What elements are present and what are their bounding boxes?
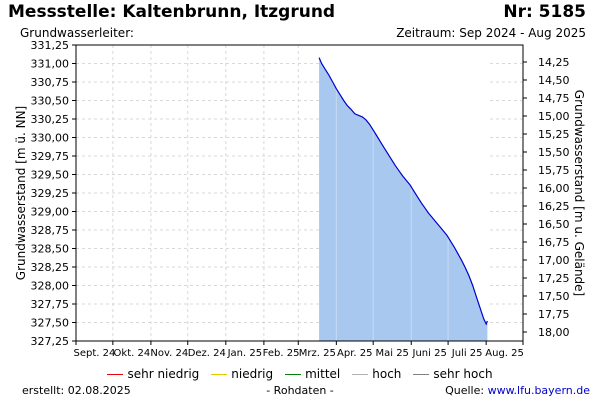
y2-tick-label: 18,00 [538, 326, 570, 339]
y-tick-label: 328,50 [31, 243, 70, 256]
legend-item: sehr niedrig [107, 366, 199, 382]
x-tick-label: Juni 25 [412, 348, 447, 359]
y-tick-label: 329,00 [31, 206, 70, 219]
aquifer-label: Grundwasserleiter: [20, 26, 134, 40]
legend-label: hoch [372, 367, 402, 381]
plot-frame [75, 44, 524, 342]
x-tick-label: Okt. 24 [114, 348, 151, 359]
y2-tick-label: 14,75 [538, 92, 570, 105]
legend-swatch [413, 373, 430, 375]
y-tick-label: 330,25 [31, 113, 70, 126]
y2-tick-label: 15,00 [538, 110, 570, 123]
y-tick-label: 329,25 [31, 187, 70, 200]
raw-data-note: - Rohdaten - [266, 384, 334, 397]
created-info: erstellt: 02.08.2025 [22, 384, 131, 397]
source-label: Quelle: [445, 384, 485, 397]
legend-item: sehr hoch [413, 366, 493, 382]
y-tick-label: 328,25 [31, 261, 70, 274]
y2-tick-label: 16,50 [538, 218, 570, 231]
legend: sehr niedrig niedrig mittel hoch sehr hoch [0, 366, 600, 382]
x-tick-label: Juli 25 [451, 348, 483, 359]
x-tick-label: Feb. 25 [263, 348, 300, 359]
legend-label: niedrig [231, 367, 274, 381]
y-tick-label: 330,00 [31, 132, 70, 145]
y2-tick-label: 15,50 [538, 146, 570, 159]
y-axis-title: Grundwasserstand [m ü. NN] [14, 106, 28, 280]
y-tick-label: 331,25 [31, 39, 70, 52]
y-tick-label: 327,50 [31, 317, 70, 330]
created-label: erstellt: [22, 384, 65, 397]
x-tick-label: Apr. 25 [337, 348, 372, 359]
y-tick-label: 329,50 [31, 169, 70, 182]
series-line [318, 57, 488, 326]
x-tick-label: Nov. 24 [150, 348, 188, 359]
y2-tick-label: 16,00 [538, 182, 570, 195]
data-area [318, 45, 488, 341]
y-tick-label: 327,25 [31, 335, 70, 348]
y-tick-label: 327,75 [31, 298, 70, 311]
y2-tick-label: 14,25 [538, 56, 570, 69]
legend-label: sehr hoch [433, 367, 493, 381]
page-title: Messstelle: Kaltenbrunn, Itzgrund [8, 2, 336, 22]
legend-swatch [107, 373, 124, 375]
y2-tick-label: 15,25 [538, 128, 570, 141]
y-tick-label: 328,00 [31, 280, 70, 293]
legend-item: hoch [352, 366, 401, 382]
y2-tick-label: 16,25 [538, 200, 570, 213]
y-tick-label: 330,75 [31, 76, 70, 89]
legend-swatch [352, 373, 369, 375]
legend-label: mittel [305, 367, 341, 381]
area-top-mask [319, 45, 488, 324]
legend-item: niedrig [211, 366, 273, 382]
y2-tick-label: 15,75 [538, 164, 570, 177]
x-tick-label: Jan. 25 [227, 348, 263, 359]
y2-tick-label: 17,75 [538, 308, 570, 321]
y-tick-label: 330,50 [31, 95, 70, 108]
x-tick-label: Sept. 24 [73, 348, 115, 359]
y2-tick-label: 17,25 [538, 272, 570, 285]
legend-label: sehr niedrig [127, 367, 200, 381]
series-area [319, 57, 488, 341]
station-number: Nr: 5185 [503, 2, 586, 22]
legend-item: mittel [285, 366, 340, 382]
y2-axis-title: Grundwasserstand [m u. Gelände] [572, 90, 586, 296]
source-link[interactable]: www.lfu.bayern.de [487, 384, 590, 397]
axis-labels: 327,25 327,50 327,75 328,00 328,25 328,50 328,… [14, 39, 586, 359]
y-tick-label: 329,75 [31, 150, 70, 163]
y2-tick-label: 14,50 [538, 74, 570, 87]
x-tick-label: Aug. 25 [485, 348, 524, 359]
y2-tick-label: 17,50 [538, 290, 570, 303]
y-tick-label: 328,75 [31, 224, 70, 237]
legend-swatch [211, 373, 228, 375]
y-tick-label: 331,00 [31, 58, 70, 71]
x-tick-label: Mrz. 25 [299, 348, 336, 359]
time-range: Zeitraum: Sep 2024 - Aug 2025 [396, 26, 586, 40]
x-tick-label: Mai 25 [375, 348, 408, 359]
y2-tick-label: 16,75 [538, 236, 570, 249]
legend-swatch [285, 373, 302, 375]
axes [72, 44, 527, 345]
y2-tick-label: 17,00 [538, 254, 570, 267]
source-info: Quelle: www.lfu.bayern.de [445, 384, 590, 397]
created-date: 02.08.2025 [67, 384, 131, 397]
x-tick-label: Dez. 24 [188, 348, 226, 359]
